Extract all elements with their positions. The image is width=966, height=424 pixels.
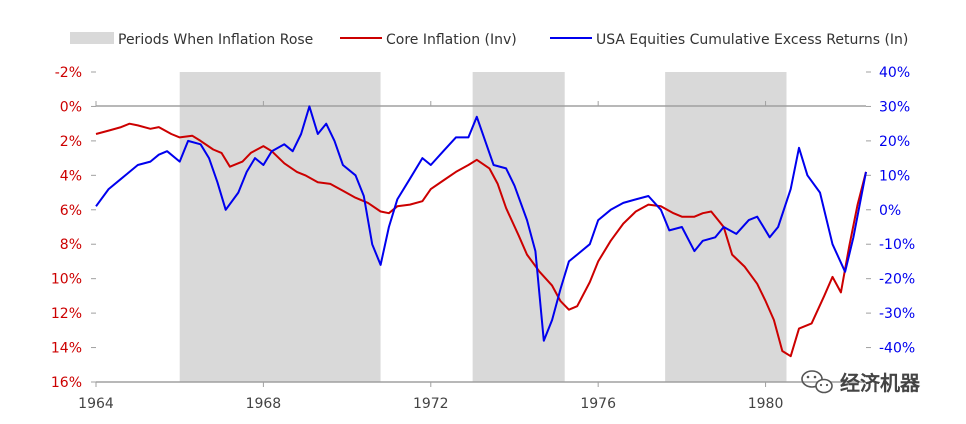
right-tick-label: 10% (879, 168, 910, 184)
x-axis: 1964 1968 1972 1976 1980 (78, 101, 783, 412)
x-tick-label: 1976 (580, 396, 616, 412)
x-tick-label: 1972 (413, 396, 449, 412)
right-axis: 40% 30% 20% 10% 0% -10% -20% -30% -40% (866, 65, 915, 357)
shaded-period-3 (665, 72, 787, 382)
watermark: 经济机器 (801, 370, 921, 395)
left-tick-label: 0% (60, 99, 82, 115)
left-tick-label: 4% (60, 168, 82, 184)
right-tick-label: 20% (879, 134, 910, 150)
legend-core-label: Core Inflation (Inv) (386, 32, 517, 48)
core-inflation-line (95, 122, 867, 358)
x-tick-label: 1964 (78, 396, 114, 412)
shaded-periods (179, 72, 787, 382)
left-tick-label: 14% (51, 341, 82, 357)
shaded-period-1 (179, 72, 381, 382)
left-axis: -2% 0% 2% 4% 6% 8% 10% 12% 14% 16% (51, 65, 96, 391)
right-tick-label: -40% (879, 341, 915, 357)
left-tick-label: 12% (51, 306, 82, 322)
left-tick-label: 6% (60, 203, 82, 219)
x-tick-label: 1980 (748, 396, 784, 412)
left-tick-label: -2% (55, 65, 82, 81)
legend-equities-label: USA Equities Cumulative Excess Returns (… (596, 32, 908, 48)
right-tick-label: 0% (879, 203, 901, 219)
x-tick-label: 1968 (246, 396, 282, 412)
grid (96, 105, 866, 383)
right-tick-label: -30% (879, 306, 915, 322)
left-tick-label: 10% (51, 272, 82, 288)
shaded-period-2 (472, 72, 565, 382)
watermark-text: 经济机器 (840, 371, 921, 395)
legend-band-swatch (70, 32, 114, 44)
right-tick-label: -10% (879, 237, 915, 253)
legend: Periods When Inflation Rose Core Inflati… (70, 32, 908, 48)
left-tick-label: 8% (60, 237, 82, 253)
series-group (95, 105, 867, 358)
right-tick-label: 40% (879, 65, 910, 81)
right-tick-label: 30% (879, 99, 910, 115)
wechat-icon (801, 370, 833, 394)
legend-band-label: Periods When Inflation Rose (118, 32, 313, 48)
left-tick-label: 16% (51, 375, 82, 391)
usa-equities-line (95, 105, 867, 342)
left-tick-label: 2% (60, 134, 82, 150)
right-tick-label: -20% (879, 272, 915, 288)
